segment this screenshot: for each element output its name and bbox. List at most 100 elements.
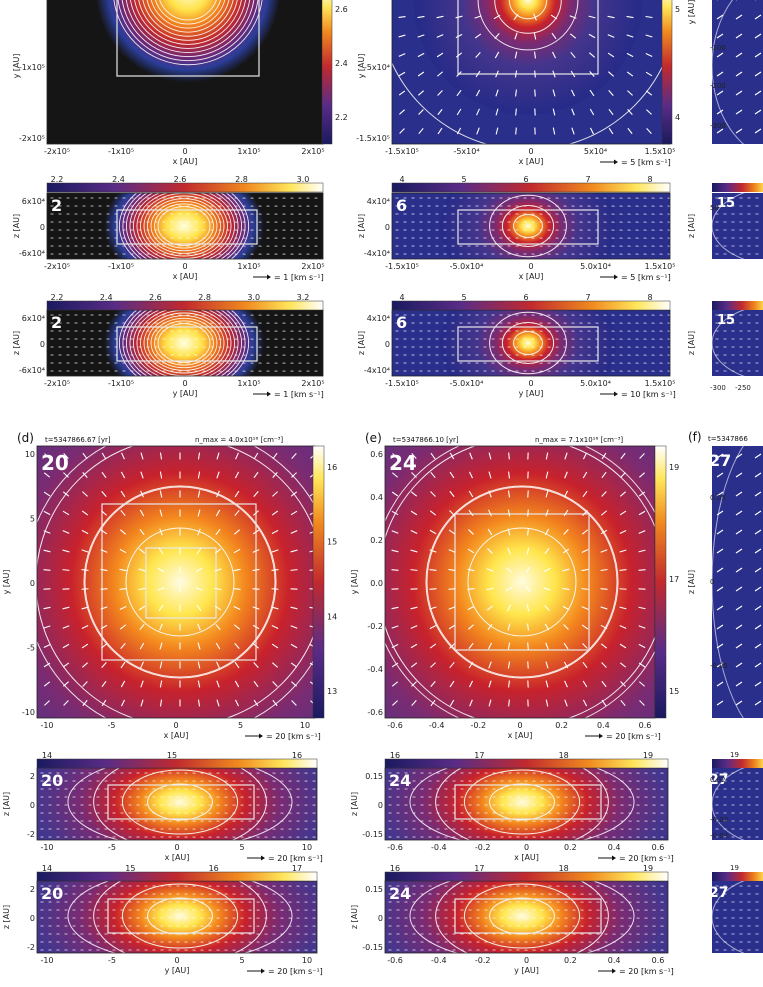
velocity-vector (411, 681, 417, 687)
density-contour (435, 881, 609, 953)
x-tick-label: -0.6 (387, 843, 403, 852)
colorbar-tick-label: 4 (675, 113, 680, 122)
velocity-vector (488, 471, 492, 479)
velocity-vector (735, 128, 743, 134)
velocity-vector (716, 643, 724, 649)
right-column-tick: -0.05 (710, 662, 728, 670)
y-tick-label: 0 (378, 801, 383, 810)
y-tick-label: 0.15 (365, 772, 383, 781)
panel-11: 24 16 17 18 19 -0.6 -0.4 -0.2 0 0.2 0.4 0.6 y [AU] 0.… (350, 864, 674, 976)
velocity-vector (735, 510, 743, 516)
panel-plot-area (37, 446, 315, 718)
velocity-vector (475, 89, 481, 97)
velocity-vector (619, 529, 627, 535)
x-tick-label: 1x10⁵ (237, 379, 260, 388)
density-contour (133, 310, 235, 376)
colorbar-tick-label: 19 (643, 751, 653, 760)
velocity-vector (417, 71, 425, 77)
velocity-vector (271, 529, 279, 535)
velocity-vector (619, 625, 627, 629)
velocity-vector (157, 567, 165, 573)
colorbar-tick-label: 17 (474, 864, 484, 873)
velocity-vector (62, 662, 70, 668)
density-contour (157, 323, 211, 363)
x-tick-label: -5 (108, 721, 116, 730)
x-tick-label: -0.6 (387, 956, 403, 965)
velocity-vector (448, 568, 456, 572)
velocity-vector (159, 661, 163, 669)
velocity-vector (534, 70, 536, 78)
velocity-vector (216, 471, 220, 479)
velocity-vector (468, 642, 474, 650)
velocity-vector (216, 661, 220, 669)
vector-key-arrowhead (612, 968, 616, 974)
velocity-vector (63, 472, 69, 478)
right-column-tick: -250 (735, 384, 751, 392)
velocity-vector (570, 89, 576, 97)
x-tick-label: 0 (182, 379, 187, 388)
y-tick-label: 6x10⁴ (22, 314, 45, 323)
velocity-vector (418, 127, 424, 135)
velocity-vector (448, 588, 456, 590)
vector-key-label: = 20 [km s⁻¹] (268, 854, 323, 863)
velocity-vector (534, 51, 536, 59)
velocity-vector (638, 606, 646, 610)
velocity-vector (271, 549, 279, 553)
velocity-vector (216, 680, 220, 688)
x-tick-label: -0.2 (471, 721, 487, 730)
vector-key-arrowhead (261, 968, 265, 974)
velocity-vector (638, 625, 646, 629)
density-contour (121, 0, 255, 58)
velocity-vector (469, 452, 473, 460)
velocity-vector (735, 643, 743, 649)
velocity-vector (63, 453, 69, 459)
density-contour (489, 897, 555, 935)
velocity-vector (468, 661, 474, 669)
x-tick-label: 1x10⁵ (237, 147, 260, 156)
y-tick-label: -0.15 (362, 943, 383, 952)
x-tick-label: 0 (524, 956, 529, 965)
velocity-vector (582, 452, 588, 460)
velocity-vector (82, 662, 88, 668)
velocity-vector (391, 662, 399, 668)
right-column-label: 27 (709, 885, 728, 901)
velocity-vector (158, 547, 164, 555)
x-tick-label: -2x10⁵ (44, 379, 70, 388)
velocity-vector (716, 605, 724, 611)
velocity-vector (544, 528, 550, 536)
density-contour (159, 0, 217, 21)
velocity-vector (82, 699, 88, 707)
y-tick-label: 6x10⁴ (22, 197, 45, 206)
y-tick-label: -0.2 (367, 622, 383, 631)
y-tick-label: 0.15 (365, 885, 383, 894)
velocity-vector (234, 490, 240, 498)
velocity-vector (601, 491, 607, 497)
density-contour (122, 193, 246, 259)
velocity-vector (418, 109, 424, 115)
velocity-vector (639, 453, 645, 459)
x-tick-label: -5.0x10⁴ (450, 262, 484, 271)
x-tick-label: 1x10⁵ (237, 262, 260, 271)
colorbar (312, 445, 325, 719)
velocity-vector (506, 604, 512, 612)
x-tick-label: 2x10⁵ (301, 262, 324, 271)
step-label: 20 (41, 451, 69, 475)
velocity-vector (544, 623, 550, 631)
colorbar-tick-label: 5 (675, 5, 680, 14)
colorbar-tick-label: 2.8 (198, 293, 211, 302)
density-contour (67, 881, 293, 953)
velocity-vector (619, 491, 627, 497)
velocity-vector (82, 491, 88, 497)
y-tick-label: 4x10⁴ (367, 197, 390, 206)
velocity-vector (545, 490, 549, 498)
panel-plot-area (392, 0, 670, 144)
velocity-vector (476, 127, 480, 135)
velocity-vector (495, 89, 499, 97)
velocity-vector (43, 491, 51, 497)
velocity-vector (271, 569, 279, 571)
velocity-vector (526, 623, 530, 631)
colorbar-tick-label: 7 (585, 175, 590, 184)
density-contour (121, 883, 239, 949)
